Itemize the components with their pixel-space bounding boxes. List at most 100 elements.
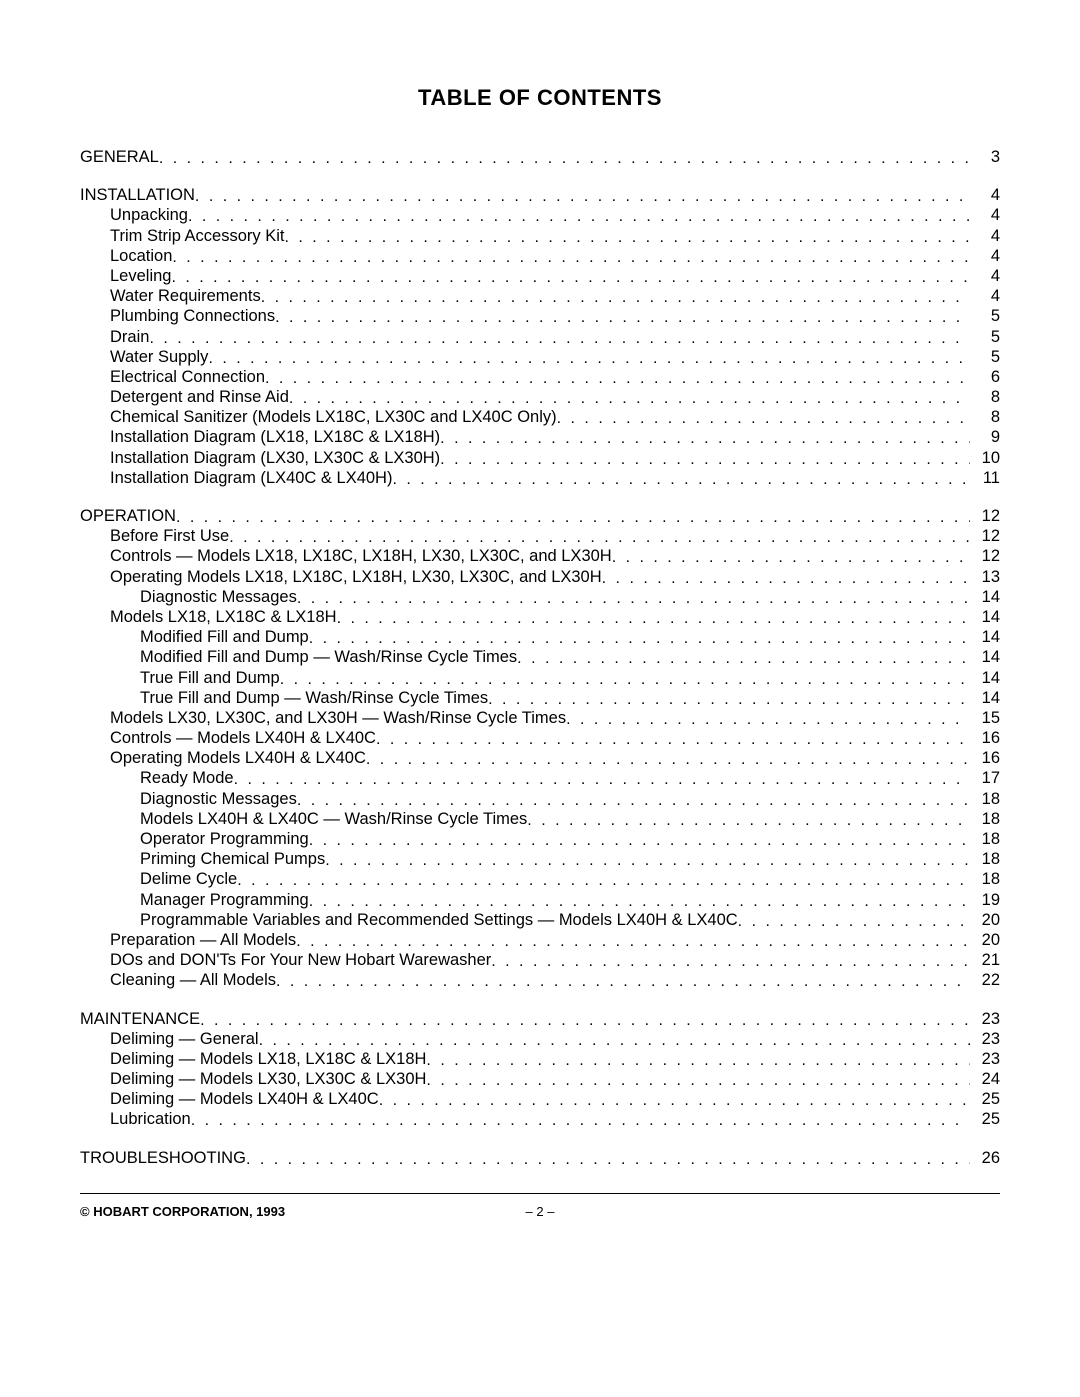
toc-page: 23 bbox=[970, 1011, 1000, 1028]
toc-leader-dots bbox=[738, 914, 970, 929]
toc-label: Operating Models LX40H & LX40C bbox=[110, 750, 366, 767]
toc-entry: Operating Models LX18, LX18C, LX18H, LX3… bbox=[80, 569, 1000, 586]
toc-label: Deliming — Models LX40H & LX40C bbox=[110, 1091, 379, 1108]
toc-page: 24 bbox=[970, 1071, 1000, 1088]
toc-entry: Trim Strip Accessory Kit4 bbox=[80, 228, 1000, 245]
toc-page: 19 bbox=[970, 892, 1000, 909]
toc-label: Trim Strip Accessory Kit bbox=[110, 228, 285, 245]
toc-label: Water Requirements bbox=[110, 288, 261, 305]
toc-page: 14 bbox=[970, 670, 1000, 687]
toc-entry: Operating Models LX40H & LX40C 16 bbox=[80, 750, 1000, 767]
toc-entry: Leveling4 bbox=[80, 268, 1000, 285]
toc-entry: Water Requirements4 bbox=[80, 288, 1000, 305]
toc-label: Priming Chemical Pumps bbox=[140, 851, 325, 868]
toc-label: Chemical Sanitizer (Models LX18C, LX30C … bbox=[110, 409, 557, 426]
toc-leader-dots bbox=[612, 550, 970, 565]
toc-page: 14 bbox=[970, 649, 1000, 666]
toc-page: 26 bbox=[970, 1150, 1000, 1167]
toc-page: 15 bbox=[970, 710, 1000, 727]
toc-leader-dots bbox=[149, 331, 970, 346]
toc-leader-dots bbox=[234, 772, 970, 787]
toc-label: Installation Diagram (LX30, LX30C & LX30… bbox=[110, 450, 440, 467]
toc-page: 20 bbox=[970, 912, 1000, 929]
toc-page: 25 bbox=[970, 1091, 1000, 1108]
toc-leader-dots bbox=[265, 371, 970, 386]
toc-page: 8 bbox=[970, 389, 1000, 406]
toc-entry: Installation Diagram (LX18, LX18C & LX18… bbox=[80, 429, 1000, 446]
toc-leader-dots bbox=[275, 310, 970, 325]
toc-entry: Deliming — Models LX30, LX30C & LX30H24 bbox=[80, 1071, 1000, 1088]
toc-entry: Plumbing Connections5 bbox=[80, 308, 1000, 325]
toc-page: 5 bbox=[970, 349, 1000, 366]
toc-label: Diagnostic Messages bbox=[140, 791, 297, 808]
toc-entry: Deliming — General23 bbox=[80, 1031, 1000, 1048]
toc-entry: Unpacking4 bbox=[80, 207, 1000, 224]
section-gap bbox=[80, 169, 1000, 187]
toc-label: Preparation — All Models bbox=[110, 932, 296, 949]
toc-entry: Controls — Models LX40H & LX40C16 bbox=[80, 730, 1000, 747]
toc-leader-dots bbox=[176, 510, 970, 525]
toc-entry: Electrical Connection6 bbox=[80, 369, 1000, 386]
toc-entry: Deliming — Models LX18, LX18C & LX18H23 bbox=[80, 1051, 1000, 1068]
toc-leader-dots bbox=[191, 1113, 970, 1128]
toc-page: 5 bbox=[970, 308, 1000, 325]
section-gap bbox=[80, 1132, 1000, 1150]
toc-entry: Installation Diagram (LX30, LX30C & LX30… bbox=[80, 450, 1000, 467]
toc-leader-dots bbox=[285, 230, 971, 245]
toc-page: 21 bbox=[970, 952, 1000, 969]
toc-label: Models LX18, LX18C & LX18H bbox=[110, 609, 337, 626]
toc-page: 11 bbox=[970, 470, 1000, 487]
toc-entry: Modified Fill and Dump — Wash/Rinse Cycl… bbox=[80, 649, 1000, 666]
toc-label: Water Supply bbox=[110, 349, 208, 366]
toc-label: MAINTENANCE bbox=[80, 1011, 200, 1028]
toc-label: Deliming — Models LX18, LX18C & LX18H bbox=[110, 1051, 426, 1068]
toc-leader-dots bbox=[426, 1073, 970, 1088]
toc-entry: MAINTENANCE 23 bbox=[80, 1011, 1000, 1028]
toc-label: True Fill and Dump — Wash/Rinse Cycle Ti… bbox=[140, 690, 488, 707]
toc-page: 5 bbox=[970, 329, 1000, 346]
toc-page: 13 bbox=[970, 569, 1000, 586]
toc-page: 16 bbox=[970, 750, 1000, 767]
toc-entry: GENERAL3 bbox=[80, 149, 1000, 166]
toc-entry: True Fill and Dump14 bbox=[80, 670, 1000, 687]
toc-entry: Ready Mode17 bbox=[80, 770, 1000, 787]
toc-leader-dots bbox=[200, 1013, 970, 1028]
toc-leader-dots bbox=[440, 431, 970, 446]
toc-page: 18 bbox=[970, 791, 1000, 808]
toc-page: 4 bbox=[970, 268, 1000, 285]
toc-entry: Manager Programming19 bbox=[80, 892, 1000, 909]
toc-leader-dots bbox=[289, 391, 970, 406]
toc-leader-dots bbox=[296, 934, 970, 949]
section-gap bbox=[80, 490, 1000, 508]
toc-leader-dots bbox=[602, 571, 970, 586]
toc-entry: Chemical Sanitizer (Models LX18C, LX30C … bbox=[80, 409, 1000, 426]
toc-label: OPERATION bbox=[80, 508, 176, 525]
toc-leader-dots bbox=[280, 672, 970, 687]
toc-leader-dots bbox=[297, 793, 970, 808]
toc-page: 9 bbox=[970, 429, 1000, 446]
toc-label: Controls — Models LX40H & LX40C bbox=[110, 730, 376, 747]
toc-page: 8 bbox=[970, 409, 1000, 426]
toc-label: Programmable Variables and Recommended S… bbox=[140, 912, 738, 929]
toc-leader-dots bbox=[208, 351, 970, 366]
toc-leader-dots bbox=[376, 732, 970, 747]
toc-label: Lubrication bbox=[110, 1111, 191, 1128]
toc-page: 23 bbox=[970, 1031, 1000, 1048]
toc-page: 14 bbox=[970, 589, 1000, 606]
toc-entry: Water Supply 5 bbox=[80, 349, 1000, 366]
toc-leader-dots bbox=[172, 250, 970, 265]
toc-entry: Priming Chemical Pumps18 bbox=[80, 851, 1000, 868]
toc-entry: Models LX40H & LX40C — Wash/Rinse Cycle … bbox=[80, 811, 1000, 828]
toc-label: Operating Models LX18, LX18C, LX18H, LX3… bbox=[110, 569, 602, 586]
toc-leader-dots bbox=[246, 1152, 970, 1167]
toc-label: Models LX40H & LX40C — Wash/Rinse Cycle … bbox=[140, 811, 527, 828]
toc-page: 18 bbox=[970, 831, 1000, 848]
toc-label: Diagnostic Messages bbox=[140, 589, 297, 606]
toc-entry: Modified Fill and Dump14 bbox=[80, 629, 1000, 646]
toc-leader-dots bbox=[325, 853, 970, 868]
toc-label: Installation Diagram (LX40C & LX40H) bbox=[110, 470, 392, 487]
toc-entry: Models LX18, LX18C & LX18H14 bbox=[80, 609, 1000, 626]
toc-entry: Delime Cycle18 bbox=[80, 871, 1000, 888]
toc-entry: TROUBLESHOOTING26 bbox=[80, 1150, 1000, 1167]
toc-entry: Controls — Models LX18, LX18C, LX18H, LX… bbox=[80, 548, 1000, 565]
